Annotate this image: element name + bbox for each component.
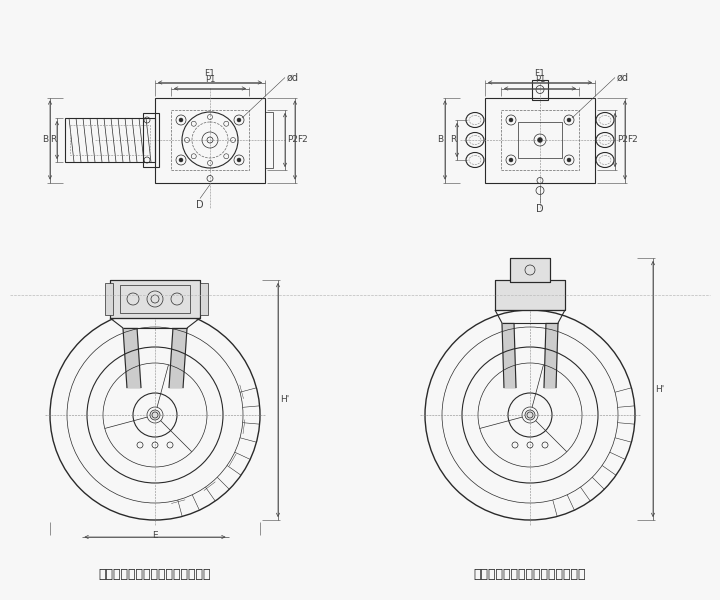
Bar — [518, 122, 562, 158]
Text: H': H' — [655, 385, 665, 394]
Circle shape — [538, 137, 542, 142]
Text: 空気入りタイヤキャスター　自在: 空気入りタイヤキャスター 自在 — [99, 569, 211, 581]
Bar — [143, 113, 159, 167]
Bar — [105, 283, 113, 315]
Circle shape — [150, 410, 160, 420]
Bar — [120, 285, 190, 313]
Bar — [510, 258, 550, 282]
Polygon shape — [123, 328, 141, 388]
Polygon shape — [502, 323, 516, 388]
Text: F1: F1 — [534, 70, 546, 79]
Bar — [65, 118, 155, 162]
Bar — [532, 79, 548, 100]
Circle shape — [179, 118, 183, 122]
Bar — [70, 125, 150, 155]
Text: P2: P2 — [287, 136, 298, 145]
Circle shape — [237, 118, 241, 122]
Polygon shape — [169, 328, 187, 388]
Bar — [110, 280, 200, 318]
Text: H': H' — [280, 395, 289, 404]
Circle shape — [525, 410, 535, 420]
Text: R: R — [50, 136, 56, 145]
Circle shape — [567, 118, 571, 122]
Text: P2: P2 — [617, 136, 628, 145]
Text: F2: F2 — [297, 136, 307, 145]
Bar — [501, 110, 579, 170]
Circle shape — [237, 158, 241, 162]
Text: P1: P1 — [204, 76, 215, 85]
Circle shape — [509, 118, 513, 122]
Text: R: R — [450, 136, 456, 145]
Bar — [200, 283, 208, 315]
Bar — [485, 97, 595, 182]
Bar — [110, 280, 200, 318]
Bar — [495, 280, 565, 310]
Polygon shape — [544, 323, 558, 388]
Circle shape — [179, 158, 183, 162]
Circle shape — [567, 158, 571, 162]
Text: B: B — [42, 136, 48, 145]
Text: ød: ød — [287, 73, 299, 82]
Bar — [265, 112, 273, 168]
Text: F2: F2 — [627, 136, 638, 145]
Bar — [510, 258, 550, 282]
Text: P1: P1 — [535, 76, 545, 85]
Bar — [495, 280, 565, 310]
Text: E: E — [152, 531, 158, 540]
Text: F1: F1 — [204, 70, 215, 79]
Text: 空気入りタイヤキャスター　固定: 空気入りタイヤキャスター 固定 — [474, 569, 586, 581]
Circle shape — [509, 158, 513, 162]
Bar — [171, 110, 249, 170]
Text: D: D — [536, 205, 544, 214]
Bar — [155, 97, 265, 182]
Text: D: D — [196, 200, 204, 211]
Text: ød: ød — [617, 73, 629, 82]
Text: B: B — [437, 136, 443, 145]
